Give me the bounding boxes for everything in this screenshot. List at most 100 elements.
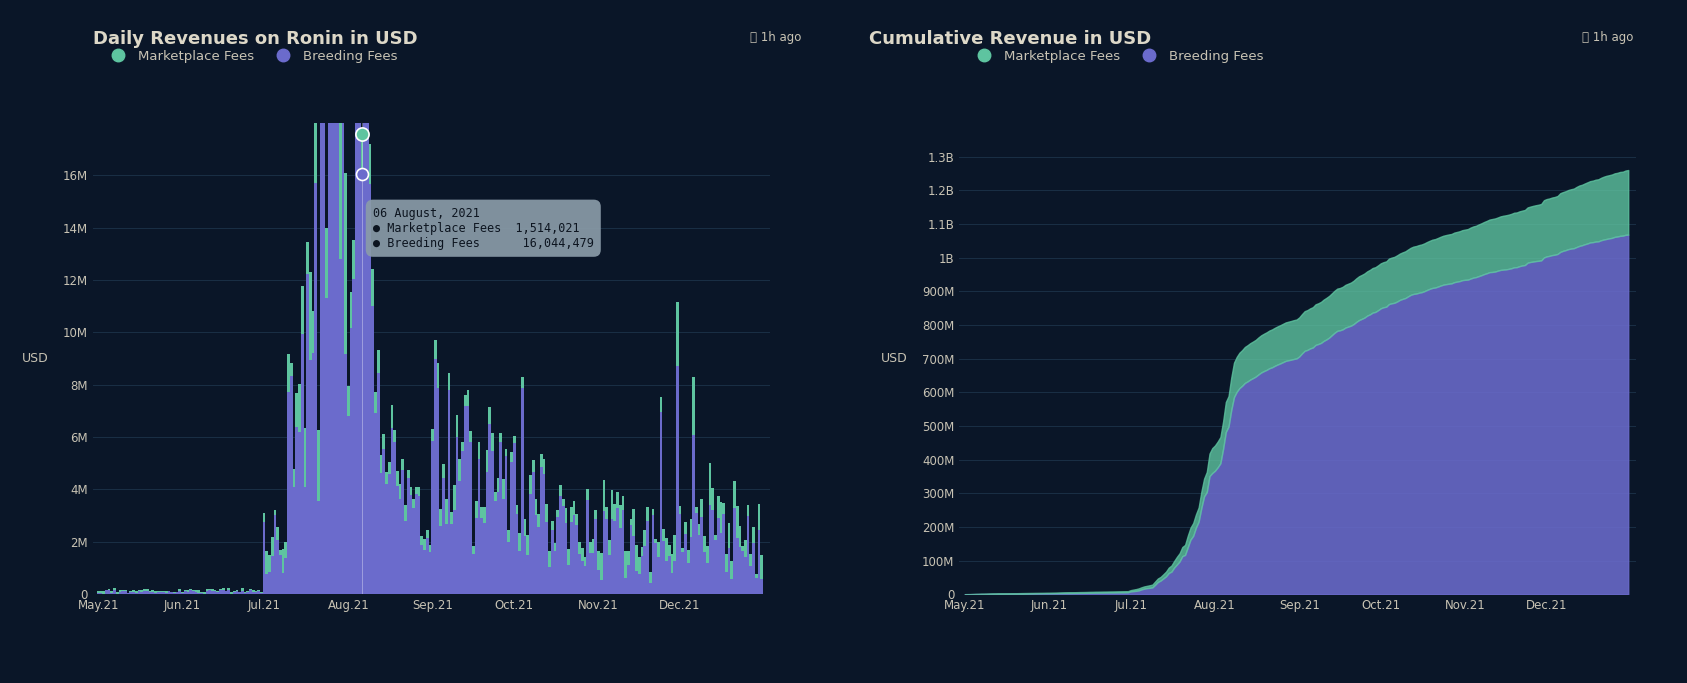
Bar (477, 442, 481, 460)
Point (349, 129, 376, 140)
Bar (309, 273, 312, 361)
Bar (304, 428, 307, 487)
Bar (211, 589, 214, 591)
Bar (208, 590, 211, 594)
Bar (655, 543, 656, 594)
Bar (260, 593, 263, 594)
Bar (312, 352, 314, 594)
Bar (299, 384, 300, 432)
Bar (246, 592, 250, 594)
Bar (432, 429, 434, 441)
Bar (361, 135, 363, 174)
Bar (530, 494, 531, 594)
Bar (464, 406, 467, 594)
Bar (159, 591, 162, 592)
Bar (138, 590, 140, 591)
Bar (353, 279, 356, 594)
Bar (589, 542, 592, 553)
Bar (508, 530, 509, 542)
Bar (348, 387, 349, 416)
Bar (513, 443, 516, 594)
Bar (690, 537, 692, 594)
Bar (309, 361, 312, 594)
Bar (730, 579, 734, 594)
Bar (415, 487, 418, 494)
Bar (727, 523, 730, 548)
Bar (567, 550, 570, 565)
Bar (521, 377, 523, 388)
Bar (157, 591, 159, 592)
Bar (504, 456, 508, 594)
Bar (322, 0, 326, 594)
Bar (375, 391, 376, 413)
Bar (553, 544, 557, 551)
Bar (265, 574, 268, 594)
Bar (518, 551, 521, 594)
Bar (187, 590, 189, 591)
Bar (705, 546, 709, 563)
Bar (233, 591, 236, 592)
Bar (482, 507, 486, 522)
Bar (703, 535, 705, 552)
Bar (744, 557, 747, 594)
Bar (179, 589, 181, 591)
Bar (300, 334, 304, 594)
Bar (358, 0, 361, 594)
Bar (273, 516, 277, 594)
Bar (638, 557, 641, 574)
Bar (132, 592, 135, 594)
Bar (660, 412, 663, 594)
Bar (477, 460, 481, 594)
Bar (273, 510, 277, 516)
Bar (371, 270, 375, 306)
Bar (412, 508, 415, 594)
Bar (572, 501, 575, 515)
Bar (552, 521, 553, 530)
Bar (159, 592, 162, 594)
Bar (611, 490, 614, 519)
Bar (491, 451, 494, 594)
Bar (682, 548, 685, 553)
Bar (418, 496, 420, 594)
Text: 06 August, 2021
● Marketplace Fees  1,514,021
● Breeding Fees      16,044,479: 06 August, 2021 ● Marketplace Fees 1,514… (373, 207, 594, 250)
Bar (678, 514, 682, 594)
Bar (450, 512, 454, 524)
Bar (366, 0, 369, 594)
Bar (292, 487, 295, 594)
Bar (100, 593, 103, 594)
Bar (575, 525, 579, 594)
Bar (665, 561, 668, 594)
Bar (388, 462, 390, 474)
Bar (633, 536, 636, 594)
Bar (344, 354, 348, 594)
Bar (157, 592, 159, 594)
Bar (719, 533, 722, 594)
Bar (636, 570, 638, 594)
Bar (594, 510, 597, 519)
Bar (125, 591, 127, 594)
Bar (467, 389, 469, 406)
Bar (314, 183, 317, 594)
Bar (376, 350, 380, 373)
Bar (130, 591, 132, 592)
Bar (562, 499, 565, 506)
Bar (349, 292, 353, 329)
Bar (461, 451, 464, 594)
Bar (434, 340, 437, 359)
Bar (214, 591, 216, 594)
Bar (607, 540, 611, 555)
Bar (339, 70, 341, 260)
Bar (376, 373, 380, 594)
Bar (687, 563, 690, 594)
Bar (486, 450, 489, 472)
Bar (299, 432, 300, 594)
Bar (757, 530, 761, 594)
Bar (321, 0, 322, 594)
Bar (725, 554, 727, 572)
Bar (676, 302, 678, 366)
Bar (567, 565, 570, 594)
Bar (445, 525, 447, 594)
Bar (393, 443, 396, 594)
Bar (606, 519, 607, 594)
Y-axis label: USD: USD (881, 352, 908, 365)
